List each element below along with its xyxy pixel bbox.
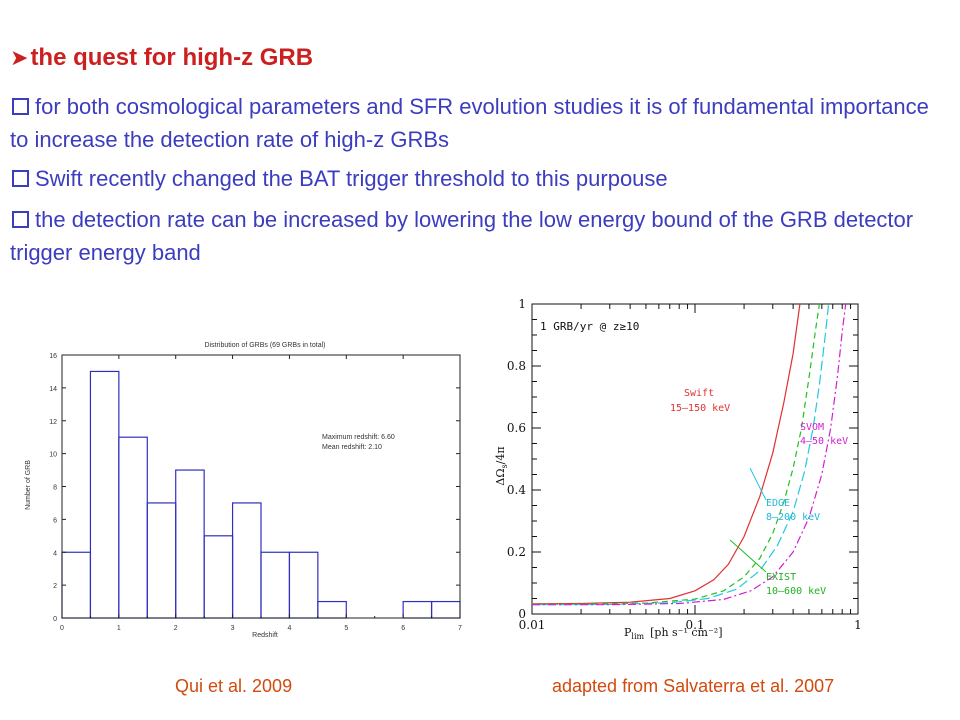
- label-svom-band: 4–50 keV: [800, 436, 848, 447]
- y-tick-label: 12: [49, 419, 57, 426]
- y-tick-label: 0.4: [507, 483, 526, 497]
- x-tick-label: 5: [344, 625, 348, 632]
- svg-text:Plim[ph s⁻¹ cm⁻²]: Plim [ph s⁻¹ cm⁻²]: [624, 626, 722, 640]
- label-edge-band: 8–200 keV: [766, 512, 820, 523]
- label-swift-name: Swift: [684, 388, 714, 399]
- bullet-3: the detection rate can be increased by l…: [10, 203, 950, 269]
- y-tick-label: 0.8: [507, 359, 526, 373]
- series-edge-line: [531, 303, 830, 606]
- histogram-ylabel: Number of GRB: [25, 460, 32, 510]
- redshift-histogram: Distribution of GRBs (69 GRBs in total) …: [10, 330, 480, 640]
- y-tick-label: 0.6: [507, 421, 526, 435]
- caption-right: adapted from Salvaterra et al. 2007: [552, 676, 835, 696]
- series-exist-line: [531, 303, 820, 605]
- series-swift-line: [531, 303, 801, 605]
- x-tick-label: 6: [401, 625, 405, 632]
- histogram-title: Distribution of GRBs (69 GRBs in total): [205, 342, 326, 349]
- y-tick-label: 0: [53, 616, 57, 623]
- y-tick-label: 0.2: [507, 545, 526, 559]
- y-tick-label: 16: [49, 353, 57, 360]
- x-tick-label: 3: [231, 625, 235, 632]
- bullet-3-text: the detection rate can be increased by l…: [10, 207, 914, 265]
- caption-left: Qui et al. 2009: [175, 676, 293, 696]
- y-tick-label: 0: [518, 607, 526, 621]
- y-tick-label: 1: [518, 297, 526, 311]
- svg-text:ΔΩs/4π: ΔΩs/4π: [494, 446, 509, 485]
- detection-threshold-chart: 0.01 0.1 1 0 0.2 0.4 0.6 0.8 1 1 GRB/yr @ z≥10 Δ…: [484, 296, 868, 640]
- label-exist-name: EXIST: [766, 572, 796, 583]
- x-tick-label: 1: [117, 625, 121, 632]
- histogram-annotation-max: Maximum redshift: 6.60: [322, 434, 395, 441]
- bullet-1: for both cosmological parameters and SFR…: [10, 90, 950, 156]
- chart-xlabel: Plim [ph s⁻¹ cm⁻²]: [624, 626, 722, 640]
- y-tick-label: 10: [49, 452, 57, 459]
- bullet-2-text: Swift recently changed the BAT trigger t…: [35, 166, 668, 191]
- bullet-2: Swift recently changed the BAT trigger t…: [10, 162, 950, 195]
- label-swift-band: 15–150 keV: [670, 403, 730, 414]
- chart-annotation: 1 GRB/yr @ z≥10: [540, 320, 639, 333]
- x-tick-label: 7: [458, 625, 462, 632]
- checkbox-bullet-icon: [12, 169, 29, 187]
- bullet-1-text: for both cosmological parameters and SFR…: [10, 94, 929, 152]
- x-tick-label: 0.1: [685, 618, 704, 632]
- y-tick-label: 4: [53, 550, 57, 557]
- y-tick-label: 6: [53, 517, 57, 524]
- heading-text: the quest for high-z GRB: [30, 44, 314, 71]
- y-tick-label: 8: [53, 485, 57, 492]
- x-tick-label: 0.01: [519, 618, 546, 632]
- x-tick-label: 0: [60, 625, 64, 632]
- label-edge-name: EDGE: [766, 498, 790, 509]
- slide-text: ➤the quest for high-z GRB for both cosmo…: [10, 38, 950, 269]
- edge-leader-line: [749, 467, 767, 501]
- slide-heading: ➤the quest for high-z GRB: [10, 38, 950, 78]
- y-tick-label: 14: [49, 386, 57, 393]
- histogram-annotation-mean: Mean redshift: 2.10: [322, 444, 382, 451]
- histogram-xlabel: Redshift: [252, 632, 278, 639]
- label-svom-name: SVOM: [800, 422, 824, 433]
- checkbox-bullet-icon: [12, 97, 29, 115]
- x-tick-label: 4: [287, 625, 291, 632]
- checkbox-bullet-icon: [12, 210, 29, 228]
- chart-ylabel: ΔΩs/4π: [494, 446, 509, 485]
- series-svom-line: [532, 303, 847, 606]
- x-tick-label: 2: [174, 625, 178, 632]
- x-tick-label: 1: [854, 618, 862, 632]
- exist-leader-line: [729, 539, 767, 573]
- arrow-bullet-icon: ➤: [10, 45, 29, 70]
- y-tick-label: 2: [53, 583, 57, 590]
- label-exist-band: 10–600 keV: [766, 586, 826, 597]
